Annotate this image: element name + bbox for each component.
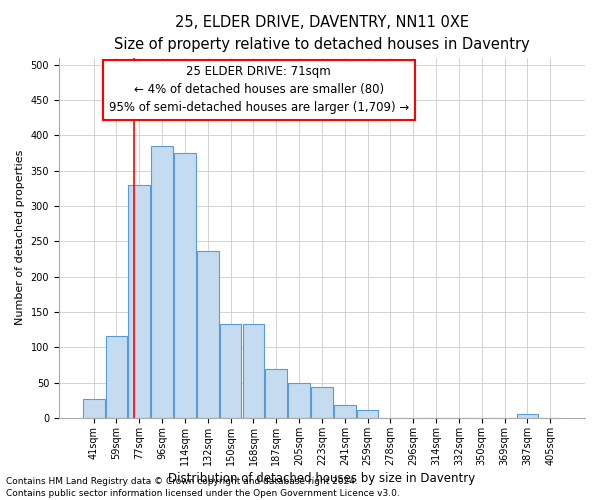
X-axis label: Distribution of detached houses by size in Daventry: Distribution of detached houses by size … — [169, 472, 476, 485]
Bar — [106, 336, 127, 418]
Bar — [334, 406, 356, 418]
Title: 25, ELDER DRIVE, DAVENTRY, NN11 0XE
Size of property relative to detached houses: 25, ELDER DRIVE, DAVENTRY, NN11 0XE Size… — [114, 15, 530, 52]
Bar — [517, 414, 538, 418]
Text: 25 ELDER DRIVE: 71sqm
← 4% of detached houses are smaller (80)
95% of semi-detac: 25 ELDER DRIVE: 71sqm ← 4% of detached h… — [109, 66, 409, 114]
Bar — [220, 324, 241, 418]
Text: Contains HM Land Registry data © Crown copyright and database right 2024.
Contai: Contains HM Land Registry data © Crown c… — [6, 476, 400, 498]
Bar — [311, 387, 333, 418]
Bar — [357, 410, 379, 418]
Bar — [197, 250, 218, 418]
Bar — [288, 382, 310, 418]
Bar — [128, 185, 150, 418]
Bar — [242, 324, 265, 418]
Bar — [83, 399, 104, 418]
Bar — [265, 370, 287, 418]
Bar — [151, 146, 173, 418]
Bar — [174, 153, 196, 418]
Y-axis label: Number of detached properties: Number of detached properties — [15, 150, 25, 326]
